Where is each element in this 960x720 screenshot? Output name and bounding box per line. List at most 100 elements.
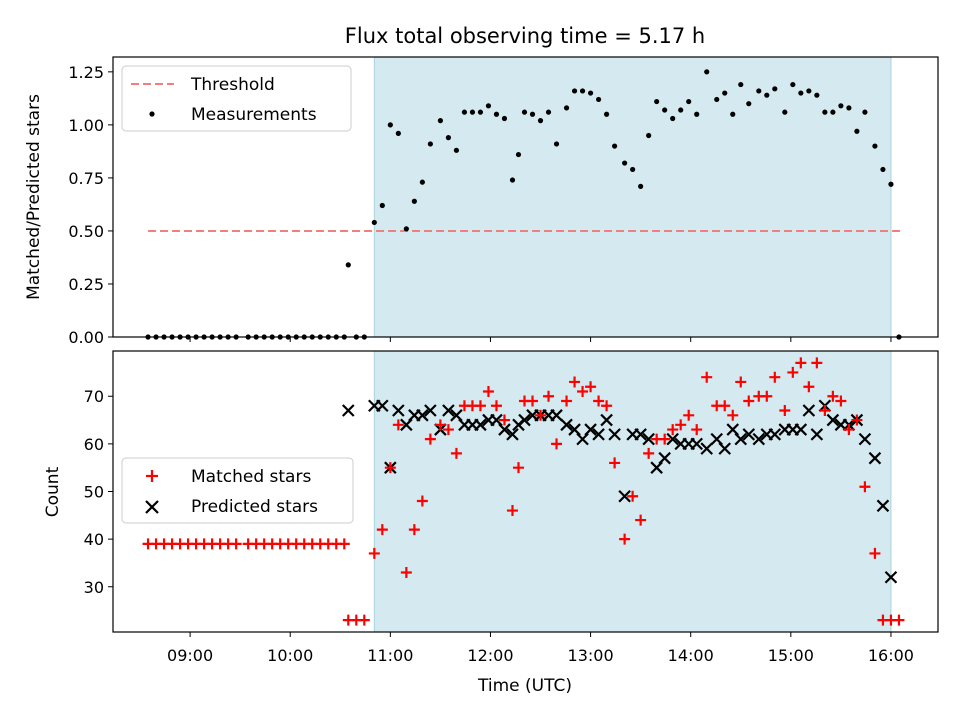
matched-star-point <box>482 385 494 397</box>
chart-title: Flux total observing time = 5.17 h <box>345 24 705 48</box>
matched-star-point <box>593 395 605 407</box>
predicted-star-point <box>858 432 872 446</box>
predicted-star-point <box>826 413 840 427</box>
measurement-point <box>521 109 528 115</box>
bottom-xtick-label: 10:00 <box>267 646 313 665</box>
matched-star-point <box>635 514 647 526</box>
matched-star-point <box>643 447 655 459</box>
measurement-point <box>862 109 868 115</box>
predicted-star-point <box>742 428 756 441</box>
matched-star-point <box>416 495 428 507</box>
predicted-star-point <box>416 409 429 422</box>
measurement-point <box>485 103 492 109</box>
measurement-point <box>461 109 468 115</box>
measurement-point <box>419 179 425 185</box>
matched-star-point <box>659 433 671 445</box>
matched-star-point <box>577 385 589 397</box>
matched-star-point <box>408 524 420 536</box>
predicted-star-point <box>442 404 455 417</box>
matched-star-point <box>819 405 831 417</box>
bottom-xtick-label: 14:00 <box>668 646 714 665</box>
measurement-point <box>722 90 728 96</box>
predicted-star-point <box>424 404 437 417</box>
measurement-point <box>790 81 796 88</box>
matched-star-point <box>893 614 905 626</box>
predicted-star-point <box>342 404 355 417</box>
bottom-xtick-label: 11:00 <box>367 646 413 665</box>
matched-star-point <box>803 381 815 393</box>
predicted-star-point <box>768 428 782 441</box>
matched-star-point <box>230 538 242 550</box>
legend-predicted-label: Predicted stars <box>191 497 318 517</box>
matched-star-point <box>551 438 563 450</box>
measurement-point <box>379 202 385 209</box>
matched-star-point <box>601 400 613 412</box>
matched-star-point <box>512 462 524 474</box>
matched-star-point <box>835 395 847 407</box>
measurement-point <box>806 88 812 94</box>
matched-star-point <box>506 505 518 517</box>
matched-star-point <box>851 414 863 426</box>
matched-star-point <box>827 390 839 402</box>
measurement-point <box>571 88 578 94</box>
measurement-point <box>772 86 778 92</box>
measurement-point <box>646 132 652 139</box>
matched-star-point <box>743 395 755 407</box>
measurement-point <box>579 88 586 94</box>
matched-star-point <box>527 395 539 407</box>
matched-star-point <box>400 566 412 578</box>
measurement-point <box>501 115 508 122</box>
measurement-point <box>493 111 500 117</box>
matched-star-point <box>619 533 631 545</box>
matched-star-point <box>683 409 695 421</box>
measurement-point <box>694 111 700 117</box>
measurement-point <box>678 107 684 113</box>
matched-star-point <box>384 462 396 474</box>
measurement-point <box>395 130 401 136</box>
matched-star-point <box>761 390 773 402</box>
measurement-point <box>880 166 886 173</box>
measurement-point <box>838 103 844 109</box>
matched-star-point <box>434 419 446 431</box>
matched-star-point <box>701 371 713 383</box>
bottom-ytick-label: 50 <box>84 483 104 502</box>
matched-star-point <box>569 376 581 388</box>
measurement-point <box>477 109 484 115</box>
predicted-star-point <box>734 432 748 446</box>
bottom-ytick-label: 70 <box>84 387 104 406</box>
matched-star-point <box>338 538 350 550</box>
predicted-star-point <box>600 413 613 427</box>
predicted-star-point <box>666 432 679 446</box>
predicted-star-point <box>592 428 605 441</box>
top-ytick-label: 1.00 <box>68 116 104 135</box>
measurement-point <box>704 69 710 75</box>
measurement-point <box>545 109 552 115</box>
measurement-point <box>872 143 878 149</box>
measurements-legend-swatch <box>149 111 155 117</box>
matched-star-point <box>561 395 573 407</box>
matched-star-point <box>498 414 510 426</box>
matched-star-point <box>392 419 404 431</box>
predicted-star-point <box>608 428 621 441</box>
measurement-point <box>622 160 628 166</box>
measurement-point <box>411 198 417 204</box>
bottom-legend: Matched stars Predicted stars <box>121 457 354 524</box>
predicted-star-point <box>690 437 703 451</box>
bottom-ytick-label: 60 <box>84 435 104 454</box>
matched-star-point <box>535 409 547 421</box>
predicted-star-point <box>884 570 898 584</box>
predicted-star-point <box>658 451 671 465</box>
bottom-panel: 30 40 50 60 70 09:00 10:00 11:00 12:00 13:00 14:0… <box>43 350 939 696</box>
matched-star-point <box>442 424 454 436</box>
bottom-xtick-label: 09:00 <box>167 646 213 665</box>
matched-star-point <box>843 424 855 436</box>
top-ytick-label: 0.50 <box>68 222 104 241</box>
measurement-point <box>764 92 770 98</box>
measurement-point <box>612 143 618 149</box>
matched-star-point <box>811 357 823 369</box>
matched-star-point <box>474 400 486 412</box>
matched-star-point <box>627 490 639 502</box>
measurement-point <box>437 118 443 124</box>
predicted-star-point <box>634 428 647 441</box>
